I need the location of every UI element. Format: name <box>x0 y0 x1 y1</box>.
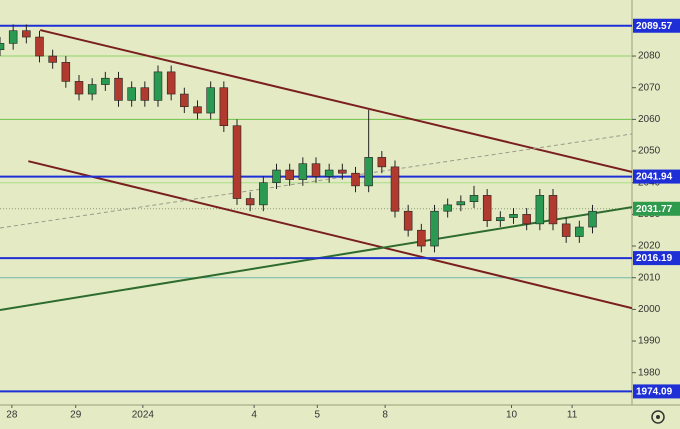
x-tick-label: 8 <box>382 410 388 421</box>
price-tag-label: 2089.57 <box>636 21 673 32</box>
x-tick-label: 28 <box>6 410 18 421</box>
y-tick-label: 1980 <box>638 367 661 378</box>
candle-body <box>456 201 466 206</box>
price-tag-label: 2016.19 <box>636 253 673 264</box>
candle-body <box>496 217 505 222</box>
candle-body <box>430 210 439 247</box>
price-tag <box>633 169 680 184</box>
candle-body <box>232 125 242 199</box>
candle-body <box>575 226 584 237</box>
candle-body <box>535 195 545 225</box>
y-tick-label: 2020 <box>638 241 661 252</box>
plot-area <box>0 24 632 393</box>
candle-body <box>364 157 373 187</box>
price-tag <box>633 201 680 216</box>
candle-body <box>522 214 531 225</box>
trend-line <box>28 160 632 310</box>
candle-body <box>311 163 321 177</box>
candle-body <box>193 106 202 114</box>
candle-body <box>561 223 571 237</box>
candle-body <box>153 71 163 101</box>
candle-body <box>259 182 268 206</box>
price-tag-label: 1974.09 <box>636 387 673 398</box>
candle-body <box>588 210 597 228</box>
price-tag <box>633 384 680 399</box>
candle-body <box>377 157 387 168</box>
candle-body <box>469 195 479 203</box>
candle-body <box>390 166 400 212</box>
candle-body <box>285 169 294 180</box>
candle-body <box>166 71 176 95</box>
y-tick-label: 2070 <box>638 82 661 93</box>
candle-body <box>0 43 5 51</box>
candle-body <box>324 169 334 177</box>
candle-body <box>206 87 215 114</box>
price-tag-label: 2031.77 <box>636 204 673 215</box>
y-tick-label: 2060 <box>638 114 661 125</box>
candle-body <box>482 195 492 222</box>
x-tick-label: 29 <box>70 410 82 421</box>
price-tag <box>633 18 680 33</box>
trend-line <box>0 133 632 229</box>
candle-body <box>417 229 426 247</box>
candle-body <box>35 36 44 57</box>
candle-body <box>298 163 308 180</box>
price-tag-label: 2041.94 <box>636 172 673 183</box>
candle-body <box>219 87 229 127</box>
settings-icon[interactable] <box>651 410 665 424</box>
x-tick-label: 4 <box>251 410 257 421</box>
candle-body <box>127 87 136 101</box>
candle-body <box>443 204 452 212</box>
x-tick-label: 2024 <box>132 410 155 421</box>
y-tick-label: 2050 <box>638 146 661 157</box>
candle-body <box>87 84 97 95</box>
candle-body <box>61 62 71 82</box>
y-tick-label: 1990 <box>638 336 661 347</box>
candle-body <box>338 169 347 174</box>
candle-body <box>245 198 255 206</box>
candle-body <box>140 87 150 101</box>
candle-body <box>22 30 31 38</box>
y-tick-label: 2000 <box>638 304 661 315</box>
candle-body <box>272 169 281 184</box>
candle-body <box>114 77 123 101</box>
candle-body <box>8 30 18 44</box>
x-tick-label: 11 <box>567 410 578 421</box>
candle-body <box>180 93 189 108</box>
candle-body <box>548 195 558 225</box>
candle-body <box>74 81 84 95</box>
y-tick-label: 2010 <box>638 272 661 283</box>
x-tick-label: 10 <box>506 410 518 421</box>
candle-body <box>101 77 110 85</box>
candle-body <box>403 210 413 231</box>
candle-body <box>351 172 360 187</box>
price-tag <box>633 251 680 266</box>
y-tick-label: 2080 <box>638 51 661 62</box>
candle-body <box>48 55 57 63</box>
candle-body <box>509 214 518 218</box>
x-tick-label: 5 <box>315 410 321 421</box>
